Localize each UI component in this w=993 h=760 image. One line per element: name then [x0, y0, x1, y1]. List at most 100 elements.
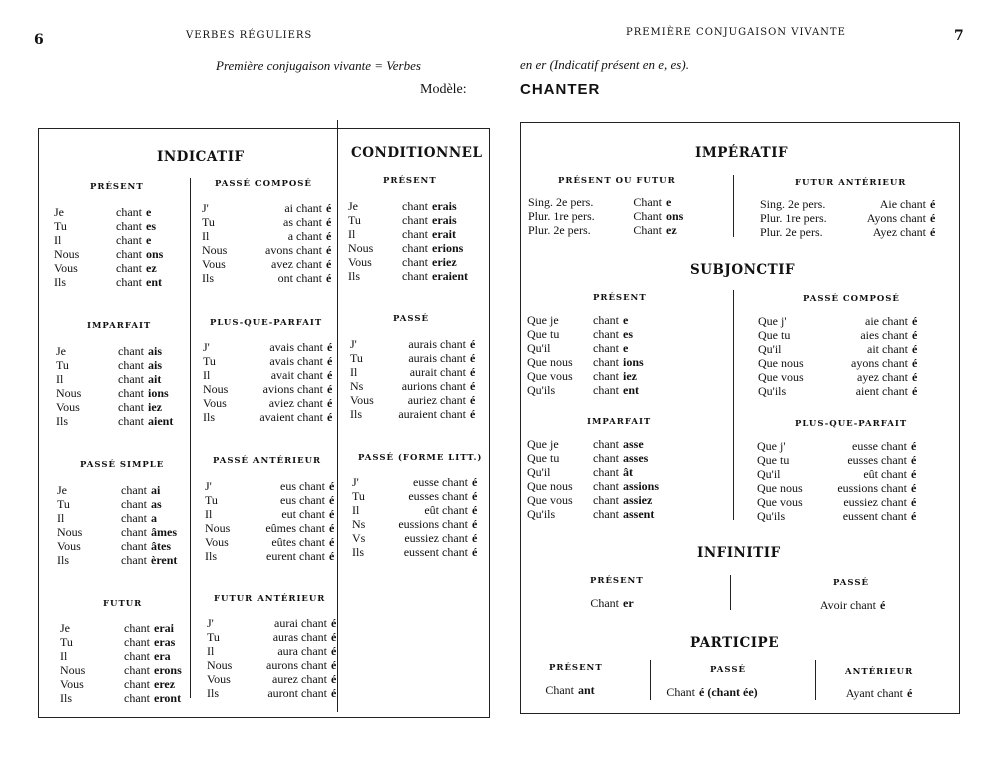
conjugation-row: Chant é (chant ée): [665, 685, 757, 699]
pronoun: Ils: [60, 691, 72, 705]
ending: é: [470, 337, 476, 351]
form: chant: [118, 386, 144, 400]
form: chant: [593, 437, 619, 451]
conjugation-row: Plur. 2e pers. Chant ez: [528, 223, 677, 237]
pronoun: Vous: [205, 535, 229, 549]
conjugation-row: Que nous chant ions: [527, 355, 644, 369]
conjugation-row: Vous chant eriez: [348, 255, 457, 269]
ending: é: [329, 479, 335, 493]
ending: ait: [148, 372, 162, 386]
tense-title: PRÉSENT OU FUTUR: [558, 176, 676, 186]
conjugation-row: Tu chant eras: [60, 635, 175, 649]
form: aient chant: [855, 384, 908, 398]
conjugation-row: Que tu chant asses: [527, 451, 648, 465]
conjugation-row: Il aurait chant é: [350, 365, 475, 379]
conjugation-row: Je chant ais: [56, 344, 162, 358]
form: avaient chant: [259, 410, 323, 424]
column-divider: [190, 178, 191, 698]
tense-title: IMPARFAIT: [587, 417, 652, 427]
pronoun: Ils: [54, 275, 66, 289]
form: Ayez chant: [872, 225, 926, 239]
pronoun: Qu'ils: [757, 509, 786, 523]
pronoun: Que tu: [758, 328, 791, 342]
conjugation-row: Nous aurons chant é: [207, 658, 336, 672]
ending: é: [470, 365, 476, 379]
tense-title: PRÉSENT: [90, 182, 144, 192]
pronoun: Qu'il: [527, 341, 551, 355]
pronoun: Ils: [350, 407, 362, 421]
pronoun: Vous: [60, 677, 84, 691]
form: chant: [118, 400, 144, 414]
form: eussions chant: [398, 517, 468, 531]
pronoun: Il: [57, 511, 65, 525]
ending: é: [329, 535, 335, 549]
conjugation-row: J' aurai chant é: [207, 616, 336, 630]
conjugation-row: Il chant era: [60, 649, 171, 663]
form: Avoir chant: [819, 598, 876, 612]
ending: èrent: [151, 553, 178, 567]
ending: é: [472, 531, 478, 545]
form: chant: [593, 451, 619, 465]
pronoun: Vs: [352, 531, 366, 545]
form: eusse chant: [852, 439, 907, 453]
pronoun: Il: [202, 229, 210, 243]
heading-subjonctif: SUBJONCTIF: [690, 262, 796, 278]
tense-title: PRÉSENT: [549, 663, 603, 673]
conjugation-row: Qu'il ait chant é: [758, 342, 917, 356]
pronoun: Je: [57, 483, 67, 497]
form: avais chant: [269, 340, 323, 354]
ending: é: [472, 517, 478, 531]
ending: é: [327, 382, 333, 396]
intro-left: Première conjugaison vivante = Verbes: [216, 58, 421, 73]
pronoun: Je: [56, 344, 66, 358]
form: chant: [402, 241, 428, 255]
pronoun: J': [207, 616, 214, 630]
conjugation-row: Je chant ai: [57, 483, 160, 497]
conjugation-row: Vs eussiez chant é: [352, 531, 477, 545]
form: aurons chant: [266, 658, 327, 672]
ending: é: [327, 410, 333, 424]
pronoun: Nous: [60, 663, 86, 677]
pronoun: Que nous: [757, 481, 803, 495]
form: chant: [118, 344, 144, 358]
conjugation-row: Qu'ils aient chant é: [758, 384, 917, 398]
form: avons chant: [265, 243, 322, 257]
conjugation-row: J' avais chant é: [203, 340, 332, 354]
heading-conditionnel: CONDITIONNEL: [351, 145, 483, 161]
conjugation-row: Ils auraient chant é: [350, 407, 475, 421]
conjugation-row: Que vous eussiez chant é: [757, 495, 916, 509]
ending: é: [329, 549, 335, 563]
ending: assent: [623, 507, 655, 521]
ending: âtes: [151, 539, 171, 553]
tense-title: PASSÉ: [393, 314, 429, 324]
form: chant: [121, 511, 147, 525]
model-verb: CHANTER: [520, 81, 601, 98]
ending: é: [326, 271, 332, 285]
ending: erai: [154, 621, 174, 635]
pronoun: Tu: [202, 215, 215, 229]
column-divider: [733, 290, 734, 520]
conjugation-row: Ils chant aient: [56, 414, 173, 428]
pronoun: Vous: [202, 257, 226, 271]
form: avait chant: [270, 368, 323, 382]
conjugation-row: Il chant erait: [348, 227, 456, 241]
pronoun: Il: [352, 503, 360, 517]
form: eût chant: [863, 467, 907, 481]
pronoun: Nous: [203, 382, 229, 396]
ending: é: [472, 545, 478, 559]
conjugation-row: Nous avions chant é: [203, 382, 332, 396]
form: ayons chant: [851, 356, 908, 370]
ending: e: [666, 195, 672, 209]
ending: e: [623, 341, 629, 355]
form: chant: [116, 233, 142, 247]
conjugation-row: Nous chant ions: [56, 386, 169, 400]
pronoun: Tu: [350, 351, 363, 365]
ending: é: [331, 616, 337, 630]
ending: ions: [623, 355, 644, 369]
conjugation-row: Que vous chant assiez: [527, 493, 652, 507]
form: chant: [124, 649, 150, 663]
pronoun: J': [202, 201, 209, 215]
ending: ais: [148, 358, 163, 372]
conjugation-row: Vous aurez chant é: [207, 672, 336, 686]
